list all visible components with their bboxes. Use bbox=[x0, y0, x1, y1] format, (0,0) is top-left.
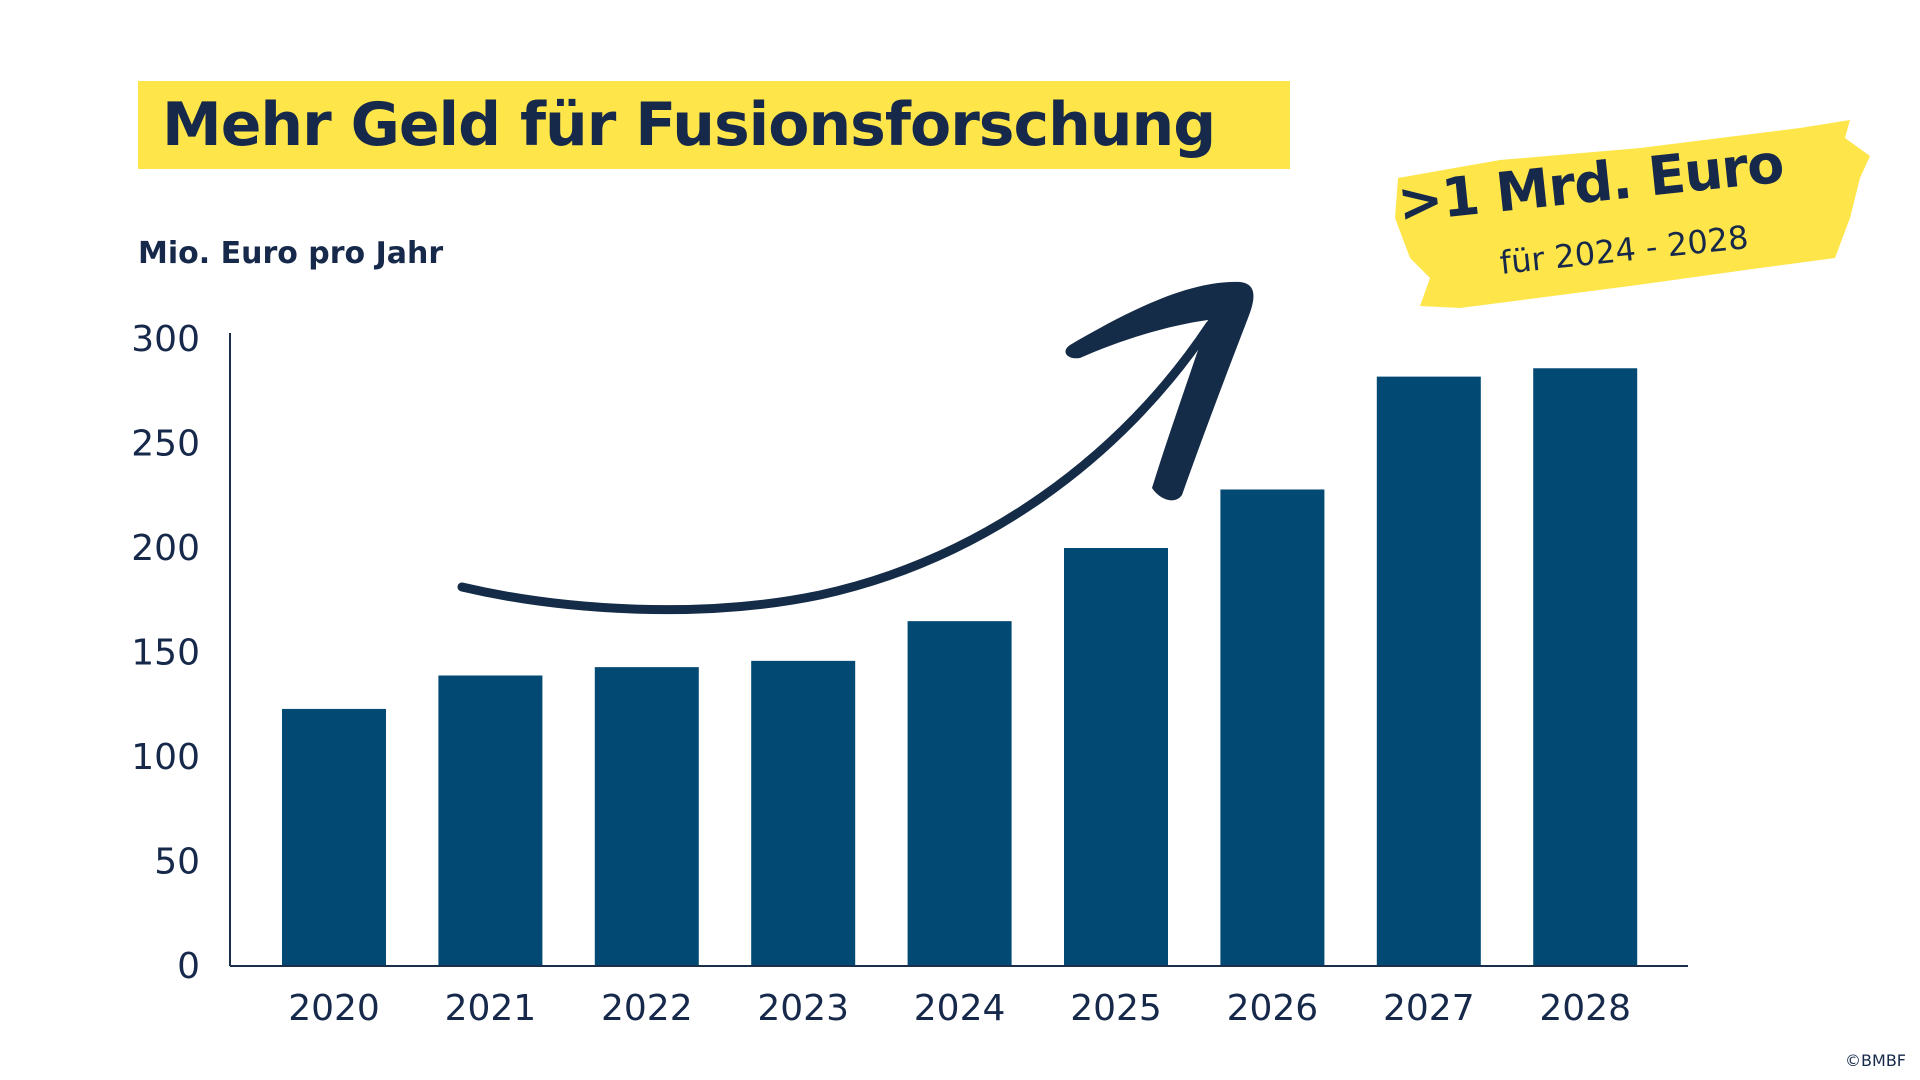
bar-2028 bbox=[1533, 368, 1638, 966]
trend-arrow-icon bbox=[457, 320, 1215, 615]
trend-arrowhead-icon bbox=[1065, 281, 1254, 501]
y-tick-label: 250 bbox=[131, 424, 200, 465]
badge-highlight bbox=[1395, 120, 1870, 308]
bar-2026 bbox=[1220, 489, 1325, 966]
bar-2022 bbox=[594, 667, 699, 966]
bar-2027 bbox=[1376, 376, 1481, 966]
x-ticks-group: 2020 2021 2022 2023 2024 2025 2026 2027 2028 bbox=[288, 988, 1631, 1029]
bar-2025 bbox=[1064, 548, 1168, 966]
y-tick-label: 150 bbox=[131, 633, 200, 674]
y-tick-label: 200 bbox=[131, 528, 200, 569]
x-tick-label: 2022 bbox=[601, 988, 693, 1029]
x-tick-label: 2020 bbox=[288, 988, 380, 1029]
bar-2024 bbox=[907, 621, 1012, 966]
x-tick-label: 2021 bbox=[445, 988, 537, 1029]
y-axis-label: Mio. Euro pro Jahr bbox=[138, 236, 444, 271]
chart-title: Mehr Geld für Fusionsforschung bbox=[162, 90, 1216, 160]
x-tick-label: 2026 bbox=[1227, 988, 1319, 1029]
title-highlight bbox=[138, 81, 1290, 169]
copyright-text: ©BMBF bbox=[1845, 1051, 1906, 1070]
y-tick-label: 300 bbox=[131, 319, 200, 360]
x-tick-label: 2023 bbox=[757, 988, 849, 1029]
x-tick-label: 2028 bbox=[1539, 988, 1631, 1029]
bar-2021 bbox=[438, 675, 543, 966]
x-tick-label: 2027 bbox=[1383, 988, 1475, 1029]
y-tick-label: 100 bbox=[131, 737, 200, 778]
y-ticks-group: 0 50 100 150 200 250 300 bbox=[131, 319, 200, 987]
bar-2023 bbox=[751, 660, 856, 966]
bar-2020 bbox=[282, 708, 386, 966]
x-tick-label: 2024 bbox=[914, 988, 1006, 1029]
y-tick-label: 0 bbox=[177, 946, 200, 987]
x-tick-label: 2025 bbox=[1070, 988, 1162, 1029]
y-tick-label: 50 bbox=[154, 842, 200, 883]
bars-group bbox=[282, 368, 1638, 966]
